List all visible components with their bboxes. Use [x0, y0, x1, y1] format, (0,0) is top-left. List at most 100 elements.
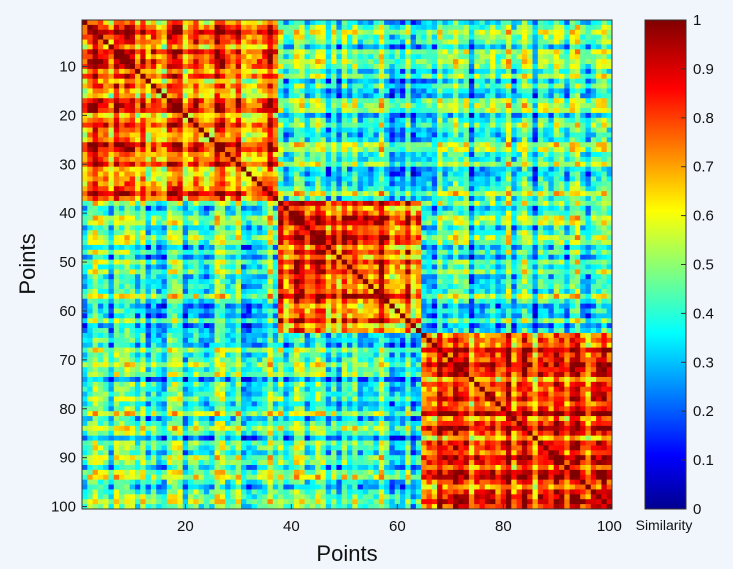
heatmap-cell — [97, 220, 104, 226]
heatmap-cell — [225, 235, 231, 241]
heatmap-cell — [474, 88, 480, 94]
heatmap-cell — [373, 200, 380, 207]
heatmap-cell — [437, 161, 443, 168]
heatmap-cell — [230, 137, 237, 143]
heatmap-cell — [458, 156, 464, 163]
heatmap-cell — [384, 254, 390, 260]
heatmap-cell — [140, 98, 146, 104]
heatmap-cell — [585, 122, 592, 128]
heatmap-cell — [299, 108, 305, 114]
heatmap-cell — [527, 88, 533, 94]
heatmap-cell — [463, 20, 470, 26]
heatmap-cell — [410, 205, 417, 212]
heatmap-cell — [559, 64, 565, 70]
heatmap-cell — [368, 235, 374, 241]
heatmap-cell — [421, 161, 427, 168]
heatmap-cell — [521, 127, 528, 133]
heatmap-cell — [405, 215, 411, 221]
heatmap-cell — [506, 83, 512, 89]
heatmap-cell — [214, 83, 221, 89]
heatmap-cell — [262, 93, 268, 99]
heatmap-cell — [299, 68, 305, 75]
heatmap-cell — [113, 191, 120, 197]
heatmap-cell — [410, 166, 417, 172]
heatmap-cell — [235, 244, 242, 251]
heatmap-cell — [479, 244, 486, 251]
heatmap-cell — [559, 205, 565, 212]
heatmap-cell — [447, 200, 454, 207]
heatmap-cell — [495, 142, 502, 148]
heatmap-cell — [182, 112, 189, 119]
heatmap-cell — [256, 259, 263, 265]
heatmap-cell — [230, 108, 237, 114]
heatmap-cell — [288, 73, 295, 80]
heatmap-cell — [304, 244, 311, 251]
heatmap-cell — [267, 225, 274, 231]
heatmap-cell — [574, 166, 581, 172]
heatmap-cell — [256, 122, 263, 128]
heatmap-cell — [373, 132, 380, 138]
heatmap-cell — [373, 103, 380, 109]
heatmap-cell — [145, 83, 152, 89]
heatmap-cell — [468, 59, 475, 65]
heatmap-cell — [431, 78, 438, 84]
heatmap-cell — [219, 34, 226, 40]
heatmap-cell — [357, 78, 364, 84]
heatmap-cell — [569, 93, 576, 99]
heatmap-cell — [113, 34, 120, 40]
heatmap-cell — [447, 39, 454, 45]
heatmap-cell — [521, 196, 528, 202]
heatmap-cell — [150, 132, 157, 138]
heatmap-cell — [262, 156, 268, 163]
heatmap-cell — [283, 29, 290, 36]
heatmap-cell — [241, 147, 247, 153]
heatmap-cell — [145, 78, 152, 84]
heatmap-cell — [484, 20, 491, 26]
heatmap-cell — [468, 210, 475, 216]
heatmap-cell — [262, 142, 268, 148]
heatmap-cell — [537, 122, 544, 128]
heatmap-cell — [188, 142, 194, 148]
heatmap-cell — [103, 244, 109, 251]
heatmap-cell — [484, 68, 491, 75]
heatmap-cell — [288, 112, 295, 119]
heatmap-cell — [537, 240, 544, 246]
heatmap-cell — [389, 73, 396, 80]
heatmap-cell — [92, 34, 99, 40]
heatmap-cell — [331, 98, 337, 104]
heatmap-cell — [601, 64, 608, 70]
heatmap-cell — [135, 68, 141, 75]
heatmap-cell — [458, 54, 464, 60]
heatmap-cell — [431, 142, 438, 148]
heatmap-cell — [299, 152, 305, 158]
heatmap-cell — [166, 225, 173, 231]
heatmap-cell — [347, 98, 353, 104]
heatmap-cell — [474, 200, 480, 207]
heatmap-cell — [426, 112, 433, 119]
heatmap-cell — [437, 108, 443, 114]
heatmap-cell — [198, 225, 205, 231]
heatmap-cell — [331, 83, 337, 89]
heatmap-cell — [447, 132, 454, 138]
heatmap-cell — [569, 156, 576, 163]
heatmap-cell — [347, 83, 353, 89]
heatmap-cell — [405, 249, 411, 256]
heatmap-cell — [543, 244, 549, 251]
heatmap-cell — [553, 166, 560, 172]
heatmap-cell — [156, 147, 162, 153]
heatmap-cell — [177, 215, 184, 221]
heatmap-cell — [410, 39, 417, 45]
heatmap-cell — [309, 122, 316, 128]
heatmap-cell — [474, 64, 480, 70]
heatmap-cell — [119, 244, 125, 251]
heatmap-cell — [97, 83, 104, 89]
heatmap-cell — [278, 166, 284, 172]
heatmap-cell — [506, 117, 512, 124]
heatmap-cell — [113, 205, 120, 212]
heatmap-cell — [405, 230, 411, 236]
heatmap-cell — [384, 152, 390, 158]
heatmap-cell — [484, 191, 491, 197]
heatmap-cell — [219, 73, 226, 80]
heatmap-cell — [384, 88, 390, 94]
heatmap-cell — [357, 225, 364, 231]
